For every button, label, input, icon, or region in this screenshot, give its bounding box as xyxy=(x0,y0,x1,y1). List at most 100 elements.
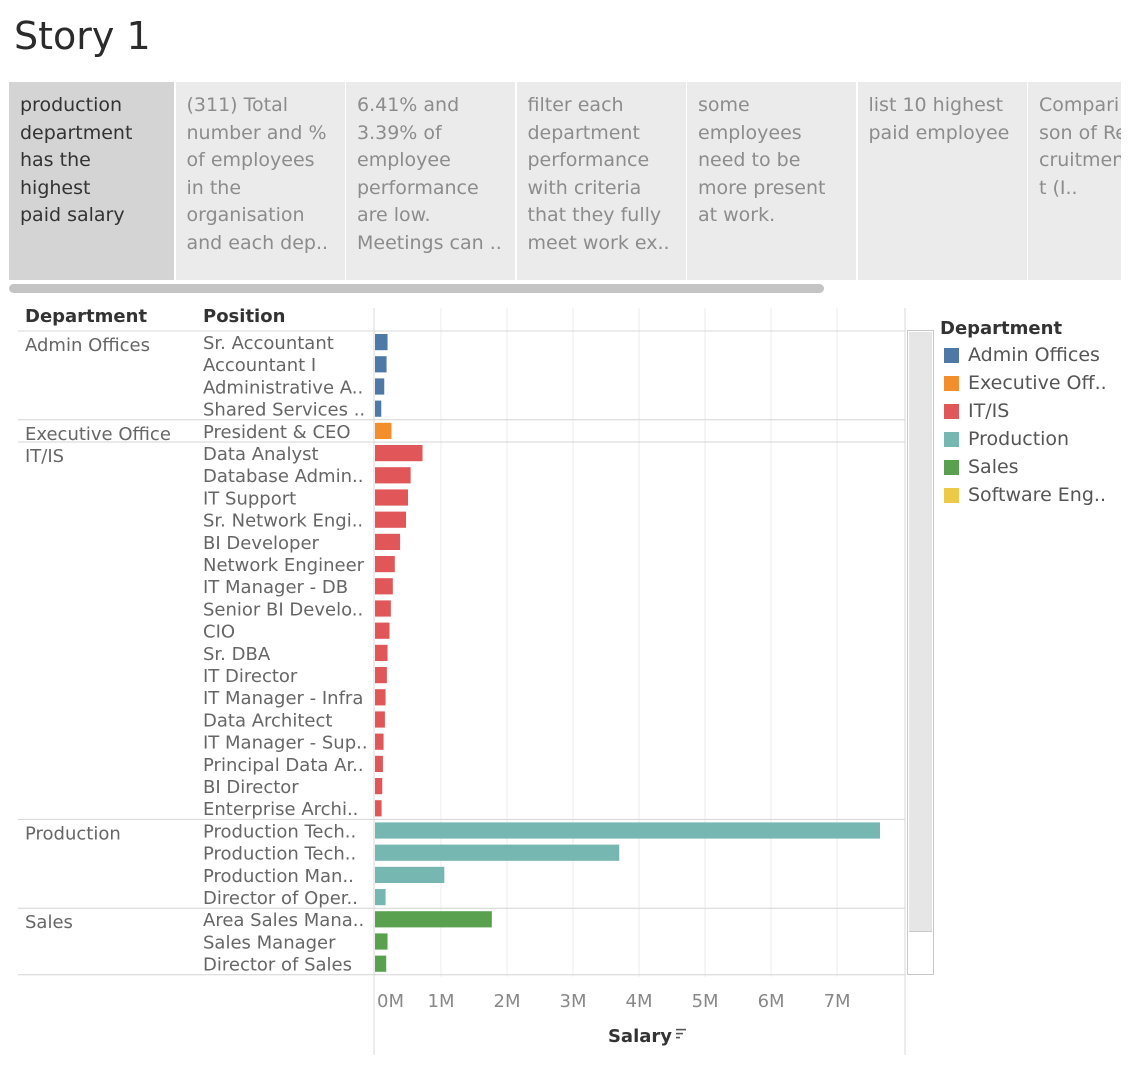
legend-label: Production xyxy=(968,428,1070,450)
legend-label: Software Eng.. xyxy=(968,484,1106,506)
position-label: Sr. Network Engi.. xyxy=(203,511,363,532)
position-label: Data Analyst xyxy=(203,444,319,465)
story-point-6[interactable]: list 10 highest paid employee xyxy=(857,82,1027,280)
legend-item[interactable]: Production xyxy=(940,425,1107,453)
salary-bar xyxy=(375,844,620,861)
salary-bar xyxy=(375,933,388,950)
position-label: Production Tech.. xyxy=(203,821,356,842)
legend-item[interactable]: Executive Off.. xyxy=(940,369,1107,397)
position-label: Sales Manager xyxy=(203,932,336,953)
position-label: Shared Services .. xyxy=(203,400,365,421)
salary-bar xyxy=(375,622,390,639)
legend-item[interactable]: Admin Offices xyxy=(940,341,1107,369)
salary-bar xyxy=(375,511,407,528)
position-label: Enterprise Archi.. xyxy=(203,799,358,820)
salary-bar xyxy=(375,866,445,883)
salary-bar xyxy=(375,489,409,506)
legend-title: Department xyxy=(940,318,1063,339)
position-label: Area Sales Mana.. xyxy=(203,910,364,931)
position-label: IT Manager - Infra xyxy=(203,688,363,709)
salary-bar xyxy=(375,422,392,439)
position-label: Principal Data Ar.. xyxy=(203,755,364,776)
x-tick-label: 0M xyxy=(377,991,404,1012)
legend-label: Sales xyxy=(968,456,1019,478)
x-tick-label: 2M xyxy=(494,991,521,1012)
position-label: IT Support xyxy=(203,488,296,509)
legend-swatch xyxy=(944,375,959,391)
x-tick-label: 1M xyxy=(428,991,455,1012)
salary-bar xyxy=(375,822,880,839)
legend-label: Executive Off.. xyxy=(968,372,1107,394)
salary-bar xyxy=(375,955,387,972)
salary-bar xyxy=(375,689,386,706)
position-label: Director of Oper.. xyxy=(203,888,358,909)
story-point-1[interactable]: production department has the highest pa… xyxy=(9,82,174,280)
salary-bar xyxy=(375,644,388,661)
story-point-text: Compari son of Re cruitmen t (I.. xyxy=(1039,94,1121,199)
position-label: Administrative A.. xyxy=(203,377,363,398)
salary-bar xyxy=(375,445,423,462)
legend-swatch xyxy=(944,487,959,503)
position-label: IT Manager - Sup.. xyxy=(203,733,368,754)
salary-bar xyxy=(375,533,401,550)
story-point-text: (311) Total number and % of employees in… xyxy=(186,94,329,254)
story-point-text: some employees need to be more present a… xyxy=(698,94,826,226)
position-label: BI Director xyxy=(203,777,299,798)
story-point-text: list 10 highest paid employee xyxy=(868,94,1010,144)
position-label: President & CEO xyxy=(203,422,351,443)
department-column-header[interactable]: Department xyxy=(25,306,148,327)
position-label: Database Admin.. xyxy=(203,466,363,487)
department-label: IT/IS xyxy=(25,446,64,467)
position-label: IT Director xyxy=(203,666,298,687)
story-point-4[interactable]: filter each department performance with … xyxy=(516,82,686,280)
story-point-2[interactable]: (311) Total number and % of employees in… xyxy=(175,82,345,280)
salary-bar xyxy=(375,400,382,417)
story-point-3[interactable]: 6.41% and 3.39% of employee performance … xyxy=(346,82,515,280)
x-tick-label: 5M xyxy=(692,991,719,1012)
legend-item[interactable]: IT/IS xyxy=(940,397,1107,425)
x-axis-title[interactable]: Salary xyxy=(608,1026,672,1047)
position-label: Senior BI Develo.. xyxy=(203,599,363,620)
salary-bar xyxy=(375,356,387,373)
legend-swatch xyxy=(944,347,959,363)
legend-swatch xyxy=(944,403,959,419)
legend-item[interactable]: Sales xyxy=(940,453,1107,481)
salary-bar xyxy=(375,334,388,351)
salary-bar xyxy=(375,578,393,595)
vertical-scrollbar[interactable] xyxy=(907,330,934,975)
story-point-text: 6.41% and 3.39% of employee performance … xyxy=(357,94,502,254)
position-label: IT Manager - DB xyxy=(203,577,348,598)
story-title: Story 1 xyxy=(14,14,151,58)
position-label: CIO xyxy=(203,622,235,643)
salary-bar xyxy=(375,378,385,395)
legend-label: IT/IS xyxy=(968,400,1010,422)
salary-bar xyxy=(375,755,383,772)
scrollbar-thumb[interactable] xyxy=(909,332,932,932)
salary-bar xyxy=(375,778,383,795)
story-navigator: production department has the highest pa… xyxy=(9,82,1121,280)
salary-bar xyxy=(375,889,386,906)
x-tick-label: 6M xyxy=(758,991,785,1012)
position-column-header[interactable]: Position xyxy=(203,306,286,327)
x-tick-label: 7M xyxy=(824,991,851,1012)
story-point-5[interactable]: some employees need to be more present a… xyxy=(687,82,856,280)
legend-label: Admin Offices xyxy=(968,344,1100,366)
position-label: Sr. Accountant xyxy=(203,333,334,354)
x-tick-label: 3M xyxy=(560,991,587,1012)
salary-bar xyxy=(375,667,387,684)
salary-bar xyxy=(375,711,385,728)
story-point-text: production department has the highest pa… xyxy=(20,94,133,226)
story-point-7[interactable]: Compari son of Re cruitmen t (I.. xyxy=(1028,82,1121,280)
chart-area: Department Position Admin Offices Sr. Acc… xyxy=(0,300,1130,1070)
department-label: Production xyxy=(25,823,121,844)
department-label: Admin Offices xyxy=(25,335,150,356)
legend-item[interactable]: Software Eng.. xyxy=(940,481,1107,509)
position-label: Data Architect xyxy=(203,710,332,731)
sort-icon[interactable] xyxy=(676,1028,686,1039)
salary-bar xyxy=(375,733,384,750)
department-label: Executive Office xyxy=(25,424,171,445)
position-label: BI Developer xyxy=(203,533,320,554)
horizontal-scrollbar[interactable] xyxy=(9,284,824,293)
legend: Department Admin Offices Executive Off.. I… xyxy=(940,318,1107,509)
